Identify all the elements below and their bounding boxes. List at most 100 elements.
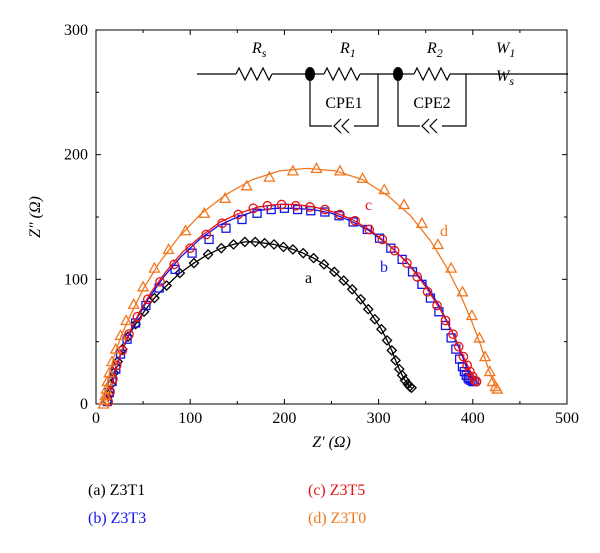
data-point — [142, 294, 153, 305]
data-point — [478, 350, 492, 362]
data-point — [355, 293, 367, 305]
data-point — [333, 164, 347, 176]
data-point — [174, 267, 186, 279]
data-point — [117, 345, 128, 356]
data-point — [491, 382, 504, 394]
x-tick-label: 200 — [272, 410, 296, 427]
data-point — [465, 309, 478, 321]
series-b: b — [102, 203, 480, 407]
label-rs: Rs — [251, 40, 267, 60]
data-point — [381, 335, 393, 346]
data-point — [162, 243, 175, 255]
label-r2: R2 — [426, 40, 443, 60]
y-tick-label: 200 — [64, 147, 88, 164]
data-point — [412, 271, 423, 282]
data-point — [473, 331, 486, 343]
data-point — [290, 200, 301, 211]
data-point — [259, 237, 271, 249]
data-point — [402, 258, 412, 268]
data-point — [201, 229, 212, 240]
data-point — [103, 366, 116, 378]
data-point — [276, 199, 287, 210]
legend-entry-d: (d) Z3T0 — [308, 510, 367, 527]
data-point — [471, 376, 482, 387]
data-point — [335, 209, 345, 220]
label-cpe1: CPE1 — [325, 95, 362, 112]
data-point — [376, 323, 387, 335]
data-point — [415, 216, 429, 228]
data-point — [320, 204, 330, 215]
data-point — [99, 388, 112, 400]
data-point — [185, 243, 196, 254]
data-point — [453, 341, 464, 352]
data-point — [217, 218, 228, 229]
data-point — [422, 286, 433, 297]
cpe1-element — [333, 118, 350, 134]
data-point — [286, 164, 299, 176]
data-point — [369, 313, 381, 325]
data-point — [170, 264, 180, 275]
data-point — [179, 224, 192, 236]
curve-label-c: c — [365, 197, 372, 214]
data-point — [239, 236, 251, 248]
legend-entry-b: (b) Z3T3 — [88, 510, 147, 527]
data-point — [278, 241, 289, 253]
data-point — [262, 200, 273, 211]
data-point — [440, 315, 451, 326]
x-tick-label: 0 — [92, 410, 100, 427]
x-tick-label: 300 — [367, 410, 391, 427]
resistor-r1 — [323, 66, 361, 82]
data-point — [130, 318, 141, 330]
axes: 0 100 200 300 400 500 0 100 200 300 Z′ (Ω) Z″ (Ω) — [27, 22, 579, 451]
data-point — [215, 242, 227, 254]
data-point — [100, 382, 113, 394]
data-point — [318, 258, 330, 270]
data-point — [310, 162, 323, 174]
data-point — [204, 234, 214, 245]
data-point — [114, 329, 127, 341]
data-point — [248, 203, 259, 214]
y-tick-label: 100 — [64, 271, 88, 288]
data-point — [431, 238, 445, 250]
data-point — [249, 236, 261, 248]
data-point — [297, 247, 309, 259]
resistor-rs — [235, 66, 273, 82]
data-point — [457, 361, 468, 372]
data-point — [417, 279, 427, 289]
y-tick-label: 0 — [80, 396, 88, 413]
cpe2-gap — [420, 116, 442, 136]
series-line — [107, 207, 475, 402]
data-point — [458, 351, 469, 362]
series-c: c — [103, 197, 482, 407]
data-point — [469, 375, 480, 386]
data-point — [362, 303, 374, 315]
series-line — [102, 167, 498, 405]
data-point — [202, 248, 214, 260]
data-point — [432, 300, 442, 311]
x-axis-title: Z′ (Ω) — [312, 434, 351, 451]
data-point — [440, 320, 451, 331]
data-point — [233, 209, 244, 220]
curve-label-a: a — [305, 270, 312, 287]
data-point — [338, 275, 350, 286]
x-tick-label: 400 — [461, 410, 485, 427]
data-point — [240, 179, 253, 191]
data-point — [328, 266, 340, 278]
data-point — [155, 276, 165, 287]
x-tick-label: 500 — [555, 410, 579, 427]
curve-label-d: d — [440, 223, 448, 240]
label-ws: Ws — [496, 68, 514, 88]
data-point — [187, 248, 197, 258]
data-point — [465, 366, 475, 377]
label-w1: W1 — [496, 40, 515, 60]
y-tick-label: 300 — [64, 22, 88, 39]
data-point — [364, 224, 375, 235]
data-point — [483, 365, 496, 377]
legend-entry-a: (a) Z3T1 — [88, 482, 146, 499]
y-axis-title: Z″ (Ω) — [27, 196, 44, 238]
equivalent-circuit: Rs R1 R2 W1 Ws CPE1 CPE2 — [197, 40, 568, 136]
data-point — [350, 215, 360, 226]
data-point — [406, 382, 417, 394]
legend-entry-c: (c) Z3T5 — [308, 482, 366, 499]
